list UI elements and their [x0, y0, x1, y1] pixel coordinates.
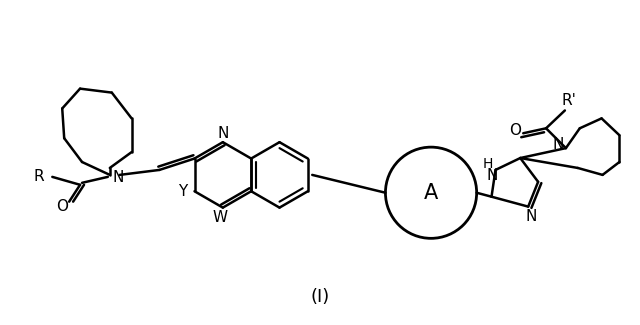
- Text: N: N: [217, 126, 228, 141]
- Text: O: O: [56, 199, 68, 214]
- Text: A: A: [424, 183, 438, 203]
- Text: O: O: [509, 123, 522, 138]
- Text: N: N: [525, 209, 537, 224]
- Text: W: W: [212, 210, 227, 225]
- Text: N: N: [112, 170, 124, 185]
- Text: Y: Y: [178, 184, 188, 199]
- Text: R: R: [33, 169, 44, 184]
- Text: N: N: [552, 136, 564, 152]
- Text: (I): (I): [310, 288, 330, 306]
- Text: R': R': [561, 93, 576, 108]
- Text: N: N: [487, 168, 498, 183]
- Text: H: H: [483, 157, 493, 171]
